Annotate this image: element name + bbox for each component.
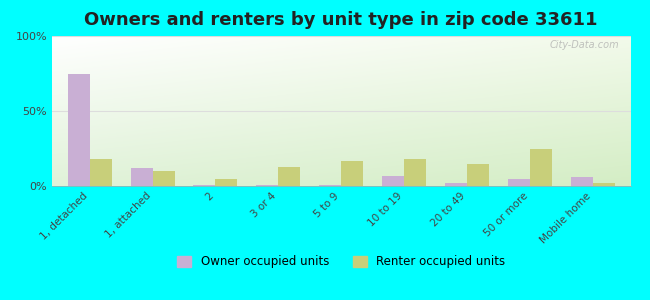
- Bar: [90, 159, 112, 186]
- Bar: [404, 159, 426, 186]
- Title: Owners and renters by unit type in zip code 33611: Owners and renters by unit type in zip c…: [84, 11, 598, 29]
- Bar: [530, 148, 552, 186]
- Text: City-Data.com: City-Data.com: [549, 40, 619, 50]
- Legend: Owner occupied units, Renter occupied units: Owner occupied units, Renter occupied un…: [172, 251, 510, 273]
- Bar: [216, 178, 237, 186]
- Bar: [131, 168, 153, 186]
- Bar: [382, 176, 404, 186]
- Bar: [319, 185, 341, 186]
- Bar: [256, 184, 278, 186]
- Bar: [593, 183, 615, 186]
- Bar: [68, 74, 90, 186]
- Bar: [467, 164, 489, 186]
- Bar: [278, 167, 300, 186]
- Bar: [194, 184, 216, 186]
- Bar: [341, 160, 363, 186]
- Bar: [153, 171, 175, 186]
- Bar: [508, 178, 530, 186]
- Bar: [445, 183, 467, 186]
- Bar: [571, 177, 593, 186]
